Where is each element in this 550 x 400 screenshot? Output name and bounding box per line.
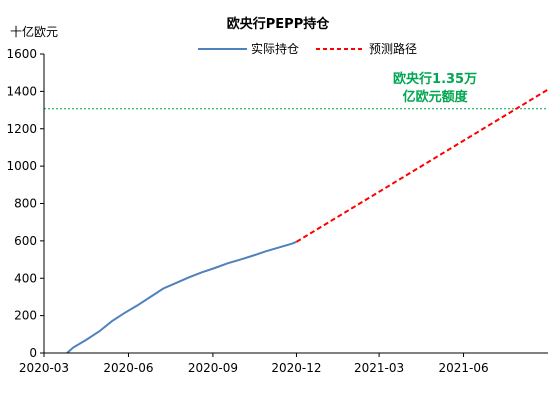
x-tick-label: 2021-03 <box>354 361 404 375</box>
quota-annotation-line-2: 亿欧元额度 <box>403 89 469 105</box>
x-tick-label: 2020-09 <box>188 361 238 375</box>
x-tick-label: 2020-03 <box>19 361 69 375</box>
y-tick-label: 600 <box>14 234 37 248</box>
series-line-actual <box>66 240 297 354</box>
y-tick-label: 1400 <box>6 84 37 98</box>
x-axis-ticks: 2020-03 2020-06 2020-09 2020-12 2021-03 2021-… <box>19 353 489 375</box>
legend-label-actual: 实际持仓 <box>251 41 299 56</box>
y-tick-label: 800 <box>14 197 37 211</box>
quota-annotation-line-1: 欧央行1.35万 <box>393 71 477 87</box>
y-tick-label: 0 <box>29 346 37 360</box>
y-tick-label: 200 <box>14 309 37 323</box>
y-tick-label: 1000 <box>6 159 37 173</box>
x-tick-label: 2020-12 <box>271 361 321 375</box>
legend: 实际持仓 预测路径 <box>198 41 417 56</box>
y-axis-unit-label: 十亿欧元 <box>10 24 58 39</box>
x-tick-label: 2021-06 <box>438 361 488 375</box>
y-tick-label: 1600 <box>6 47 37 61</box>
legend-label-forecast: 预测路径 <box>369 41 417 56</box>
chart-title: 欧央行PEPP持仓 <box>227 16 330 32</box>
y-tick-label: 1200 <box>6 122 37 136</box>
y-tick-label: 400 <box>14 271 37 285</box>
x-tick-label: 2020-06 <box>103 361 153 375</box>
y-axis-ticks: 0 200 400 600 800 1000 1200 1400 1600 <box>6 47 44 360</box>
series-line-forecast <box>295 88 549 243</box>
